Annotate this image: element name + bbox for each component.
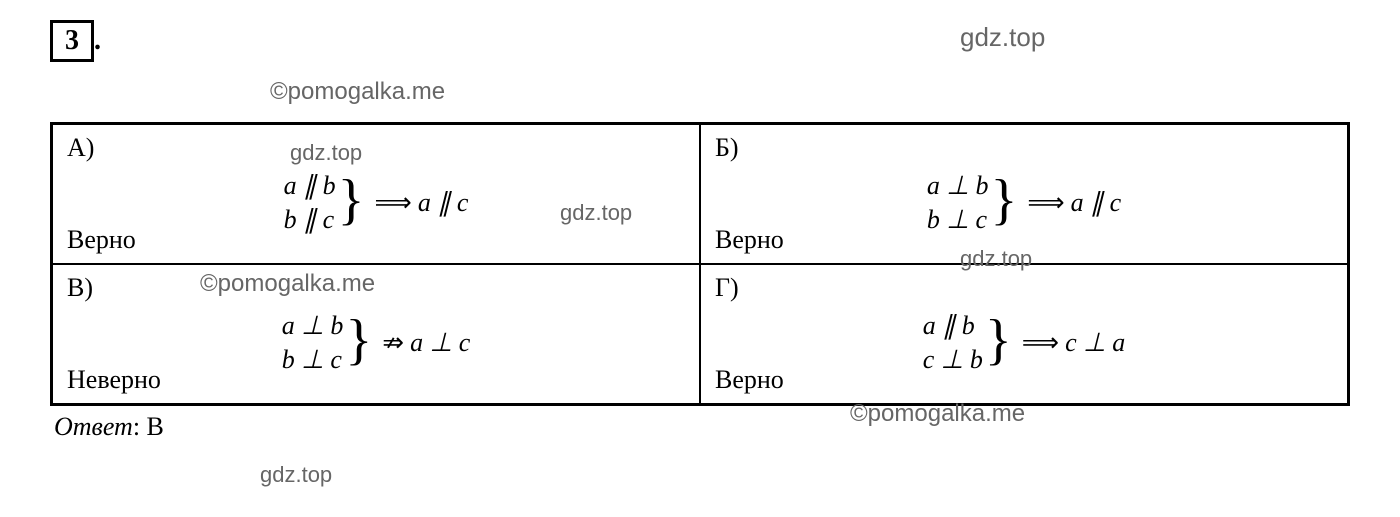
formula-conclusion: c ⊥ a — [1065, 328, 1125, 358]
table-row: А) a ∥ b b ∥ c } ⟹ a ∥ c Верно Б) — [52, 124, 1348, 264]
verdict-b: Верно — [715, 225, 784, 255]
cell-g: Г) a ∥ b c ⊥ b } ⟹ c ⊥ a Верно — [700, 264, 1348, 404]
cell-b: Б) a ⊥ b b ⊥ c } ⟹ a ∥ c Верно — [700, 124, 1348, 264]
question-number-box: 3 — [50, 20, 94, 62]
verdict-g: Верно — [715, 365, 784, 395]
answer-colon: : — [133, 412, 147, 441]
cell-label-b: Б) — [715, 133, 1333, 163]
formula-a: a ∥ b b ∥ c } ⟹ a ∥ c — [67, 169, 685, 237]
cell-v: В) a ⊥ b b ⊥ c } ⇏ a ⊥ c Неверно — [52, 264, 700, 404]
formula-line1: a ∥ b — [284, 169, 336, 203]
watermark-text: gdz.top — [260, 462, 332, 488]
brace-icon: } — [345, 321, 372, 360]
brace-icon: } — [338, 181, 365, 220]
formula-line2: b ⊥ c — [927, 203, 989, 237]
question-number: 3 — [65, 25, 79, 56]
formula-line2: b ∥ c — [284, 203, 336, 237]
formula-b: a ⊥ b b ⊥ c } ⟹ a ∥ c — [715, 169, 1333, 237]
options-table: А) a ∥ b b ∥ c } ⟹ a ∥ c Верно Б) — [50, 122, 1350, 406]
formula-line2: c ⊥ b — [923, 343, 983, 377]
formula-line1: a ⊥ b — [282, 309, 344, 343]
verdict-a: Верно — [67, 225, 136, 255]
watermark-text: gdz.top — [960, 22, 1045, 53]
brace-icon: } — [990, 181, 1017, 220]
arrow-icon: ⟹ — [1027, 188, 1064, 218]
cell-label-a: А) — [67, 133, 685, 163]
cell-label-g: Г) — [715, 273, 1333, 303]
table-row: В) a ⊥ b b ⊥ c } ⇏ a ⊥ c Неверно Г) — [52, 264, 1348, 404]
formula-conclusion: a ∥ c — [1071, 188, 1122, 218]
arrow-icon: ⟹ — [375, 188, 412, 218]
question-number-dot: . — [94, 25, 101, 56]
formula-line1: a ⊥ b — [927, 169, 989, 203]
not-arrow-icon: ⇏ — [382, 328, 404, 358]
answer-value: В — [147, 412, 164, 441]
formula-line2: b ⊥ c — [282, 343, 344, 377]
formula-conclusion: a ∥ c — [418, 188, 469, 218]
arrow-icon: ⟹ — [1022, 328, 1059, 358]
formula-conclusion: a ⊥ c — [410, 328, 470, 358]
cell-label-v: В) — [67, 273, 685, 303]
formula-line1: a ∥ b — [923, 309, 983, 343]
verdict-v: Неверно — [67, 365, 161, 395]
cell-a: А) a ∥ b b ∥ c } ⟹ a ∥ c Верно — [52, 124, 700, 264]
answer-line: Ответ: В — [50, 412, 1350, 442]
formula-g: a ∥ b c ⊥ b } ⟹ c ⊥ a — [715, 309, 1333, 377]
brace-icon: } — [985, 321, 1012, 360]
watermark-text: ©pomogalka.me — [270, 78, 445, 106]
answer-label: Ответ — [54, 412, 133, 441]
